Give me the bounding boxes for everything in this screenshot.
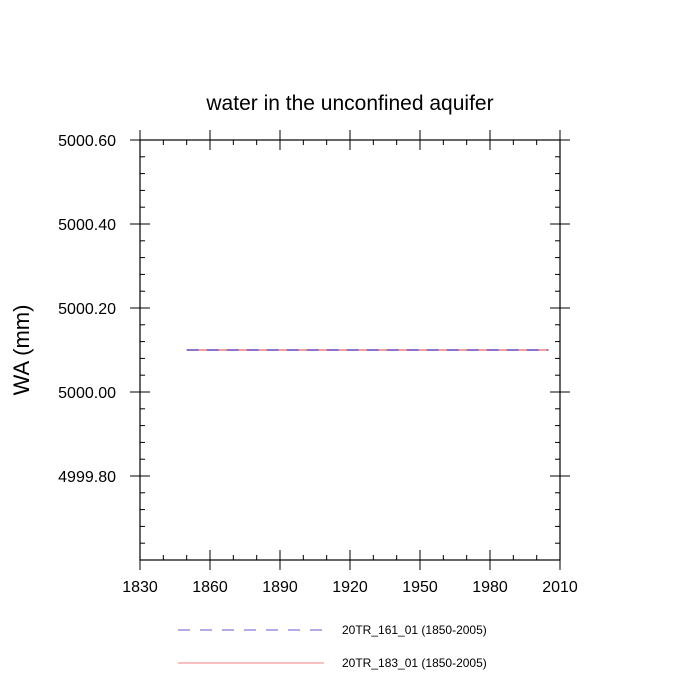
x-tick-label: 1920 xyxy=(332,579,368,596)
x-tick-label: 1980 xyxy=(472,579,508,596)
y-tick-label: 4999.80 xyxy=(58,469,116,486)
x-tick-label: 1860 xyxy=(192,579,228,596)
y-tick-label: 5000.00 xyxy=(58,385,116,402)
chart-title: water in the unconfined aquifer xyxy=(205,92,493,115)
y-tick-label: 5000.40 xyxy=(58,217,116,234)
x-tick-label: 1830 xyxy=(122,579,158,596)
y-axis-label: WA (mm) xyxy=(9,305,34,396)
y-tick-label: 5000.20 xyxy=(58,301,116,318)
legend-label: 20TR_183_01 (1850-2005) xyxy=(342,656,487,670)
x-tick-label: 2010 xyxy=(542,579,578,596)
legend: 20TR_161_01 (1850-2005) 20TR_183_01 (1850… xyxy=(178,623,487,670)
legend-label: 20TR_161_01 (1850-2005) xyxy=(342,623,487,637)
x-tick-label: 1950 xyxy=(402,579,438,596)
x-tick-label: 1890 xyxy=(262,579,298,596)
y-tick-label: 5000.60 xyxy=(58,133,116,150)
plot-area: 1830 1860 1890 1920 1950 1980 2010 4999.80 5000.… xyxy=(58,130,578,596)
